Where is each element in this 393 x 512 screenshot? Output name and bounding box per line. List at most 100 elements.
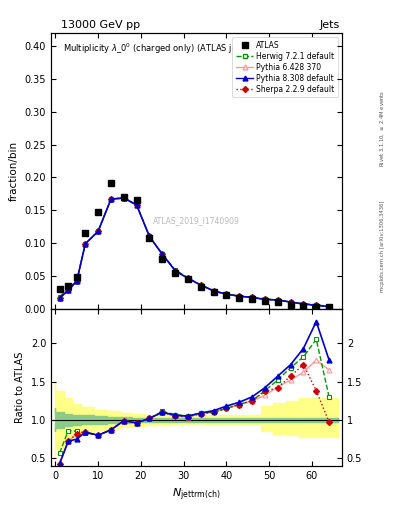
- Sherpa 2.2.9 default: [121, 195, 126, 201]
- Line: Pythia 8.308 default: Pythia 8.308 default: [57, 196, 332, 309]
- ATLAS: [160, 257, 165, 263]
- Sherpa 2.2.9 default: [263, 296, 267, 303]
- Pythia 6.428 370: [288, 299, 293, 305]
- Line: Herwig 7.2.1 default: Herwig 7.2.1 default: [57, 196, 332, 309]
- ATLAS: [237, 295, 242, 301]
- ATLAS: [57, 286, 62, 292]
- X-axis label: $N_{\mathrm{jettrm(ch)}}$: $N_{\mathrm{jettrm(ch)}}$: [172, 486, 221, 503]
- Pythia 6.428 370: [198, 282, 203, 288]
- Herwig 7.2.1 default: [314, 302, 319, 308]
- ATLAS: [198, 284, 203, 290]
- Herwig 7.2.1 default: [121, 196, 126, 202]
- Sherpa 2.2.9 default: [96, 228, 101, 234]
- ATLAS: [288, 302, 293, 308]
- Sherpa 2.2.9 default: [160, 251, 165, 257]
- Pythia 6.428 370: [237, 293, 242, 299]
- Pythia 6.428 370: [147, 233, 152, 240]
- Text: Multiplicity $\lambda\_0^0$ (charged only) (ATLAS jet fragmentation): Multiplicity $\lambda\_0^0$ (charged onl…: [63, 41, 307, 56]
- Pythia 6.428 370: [185, 275, 190, 282]
- Line: Pythia 6.428 370: Pythia 6.428 370: [57, 196, 332, 309]
- Pythia 8.308 default: [211, 288, 216, 294]
- Pythia 6.428 370: [160, 251, 165, 257]
- ATLAS: [74, 274, 79, 280]
- Pythia 8.308 default: [301, 301, 306, 307]
- Herwig 7.2.1 default: [327, 304, 331, 310]
- Pythia 8.308 default: [74, 278, 79, 284]
- Sherpa 2.2.9 default: [74, 278, 79, 284]
- Sherpa 2.2.9 default: [301, 301, 306, 307]
- ATLAS: [108, 180, 113, 186]
- Pythia 6.428 370: [108, 196, 113, 202]
- Sherpa 2.2.9 default: [327, 304, 331, 310]
- Pythia 8.308 default: [185, 275, 190, 282]
- Sherpa 2.2.9 default: [185, 275, 190, 282]
- Pythia 8.308 default: [160, 251, 165, 257]
- Pythia 6.428 370: [224, 291, 229, 297]
- ATLAS: [263, 297, 267, 304]
- Pythia 6.428 370: [314, 302, 319, 308]
- Sherpa 2.2.9 default: [57, 295, 62, 301]
- Sherpa 2.2.9 default: [198, 282, 203, 288]
- ATLAS: [250, 296, 254, 303]
- ATLAS: [185, 276, 190, 282]
- ATLAS: [173, 269, 178, 275]
- Pythia 8.308 default: [198, 282, 203, 288]
- Herwig 7.2.1 default: [66, 285, 71, 291]
- Pythia 6.428 370: [301, 301, 306, 307]
- Pythia 8.308 default: [237, 293, 242, 299]
- Sherpa 2.2.9 default: [211, 288, 216, 294]
- Pythia 6.428 370: [211, 288, 216, 294]
- Pythia 8.308 default: [275, 297, 280, 303]
- Pythia 8.308 default: [96, 228, 101, 234]
- ATLAS: [224, 292, 229, 298]
- ATLAS: [134, 197, 139, 203]
- ATLAS: [83, 230, 88, 236]
- Sherpa 2.2.9 default: [275, 297, 280, 303]
- Pythia 8.308 default: [250, 294, 254, 301]
- Sherpa 2.2.9 default: [224, 291, 229, 297]
- ATLAS: [327, 304, 331, 310]
- Pythia 6.428 370: [263, 296, 267, 303]
- Legend: ATLAS, Herwig 7.2.1 default, Pythia 6.428 370, Pythia 8.308 default, Sherpa 2.2.: ATLAS, Herwig 7.2.1 default, Pythia 6.42…: [232, 37, 338, 97]
- Pythia 8.308 default: [224, 291, 229, 297]
- Herwig 7.2.1 default: [275, 297, 280, 303]
- Herwig 7.2.1 default: [147, 233, 152, 240]
- Herwig 7.2.1 default: [211, 288, 216, 294]
- ATLAS: [301, 303, 306, 309]
- Pythia 8.308 default: [66, 287, 71, 293]
- Sherpa 2.2.9 default: [66, 287, 71, 293]
- Pythia 6.428 370: [74, 278, 79, 284]
- Herwig 7.2.1 default: [288, 299, 293, 305]
- Y-axis label: fraction/bin: fraction/bin: [9, 141, 19, 201]
- Herwig 7.2.1 default: [198, 282, 203, 288]
- Sherpa 2.2.9 default: [83, 241, 88, 247]
- ATLAS: [121, 194, 126, 200]
- Herwig 7.2.1 default: [237, 293, 242, 299]
- Pythia 8.308 default: [108, 196, 113, 202]
- ATLAS: [211, 289, 216, 295]
- Line: ATLAS: ATLAS: [57, 180, 332, 310]
- Sherpa 2.2.9 default: [288, 299, 293, 305]
- Sherpa 2.2.9 default: [147, 233, 152, 240]
- Sherpa 2.2.9 default: [173, 267, 178, 273]
- Pythia 6.428 370: [134, 202, 139, 208]
- ATLAS: [275, 299, 280, 305]
- Text: 13000 GeV pp: 13000 GeV pp: [61, 19, 140, 30]
- Pythia 8.308 default: [83, 241, 88, 247]
- Text: Rivet 3.1.10, $\geq$ 2.4M events: Rivet 3.1.10, $\geq$ 2.4M events: [378, 90, 386, 166]
- Pythia 6.428 370: [250, 294, 254, 301]
- Pythia 8.308 default: [134, 202, 139, 208]
- Pythia 6.428 370: [57, 295, 62, 301]
- Pythia 8.308 default: [288, 299, 293, 305]
- Pythia 8.308 default: [314, 302, 319, 308]
- Herwig 7.2.1 default: [134, 202, 139, 208]
- Text: Jets: Jets: [320, 19, 340, 30]
- Pythia 8.308 default: [121, 195, 126, 201]
- ATLAS: [66, 283, 71, 289]
- Sherpa 2.2.9 default: [108, 196, 113, 202]
- ATLAS: [96, 208, 101, 215]
- Pythia 8.308 default: [57, 295, 62, 301]
- Pythia 6.428 370: [173, 267, 178, 273]
- Herwig 7.2.1 default: [74, 278, 79, 284]
- Sherpa 2.2.9 default: [314, 302, 319, 308]
